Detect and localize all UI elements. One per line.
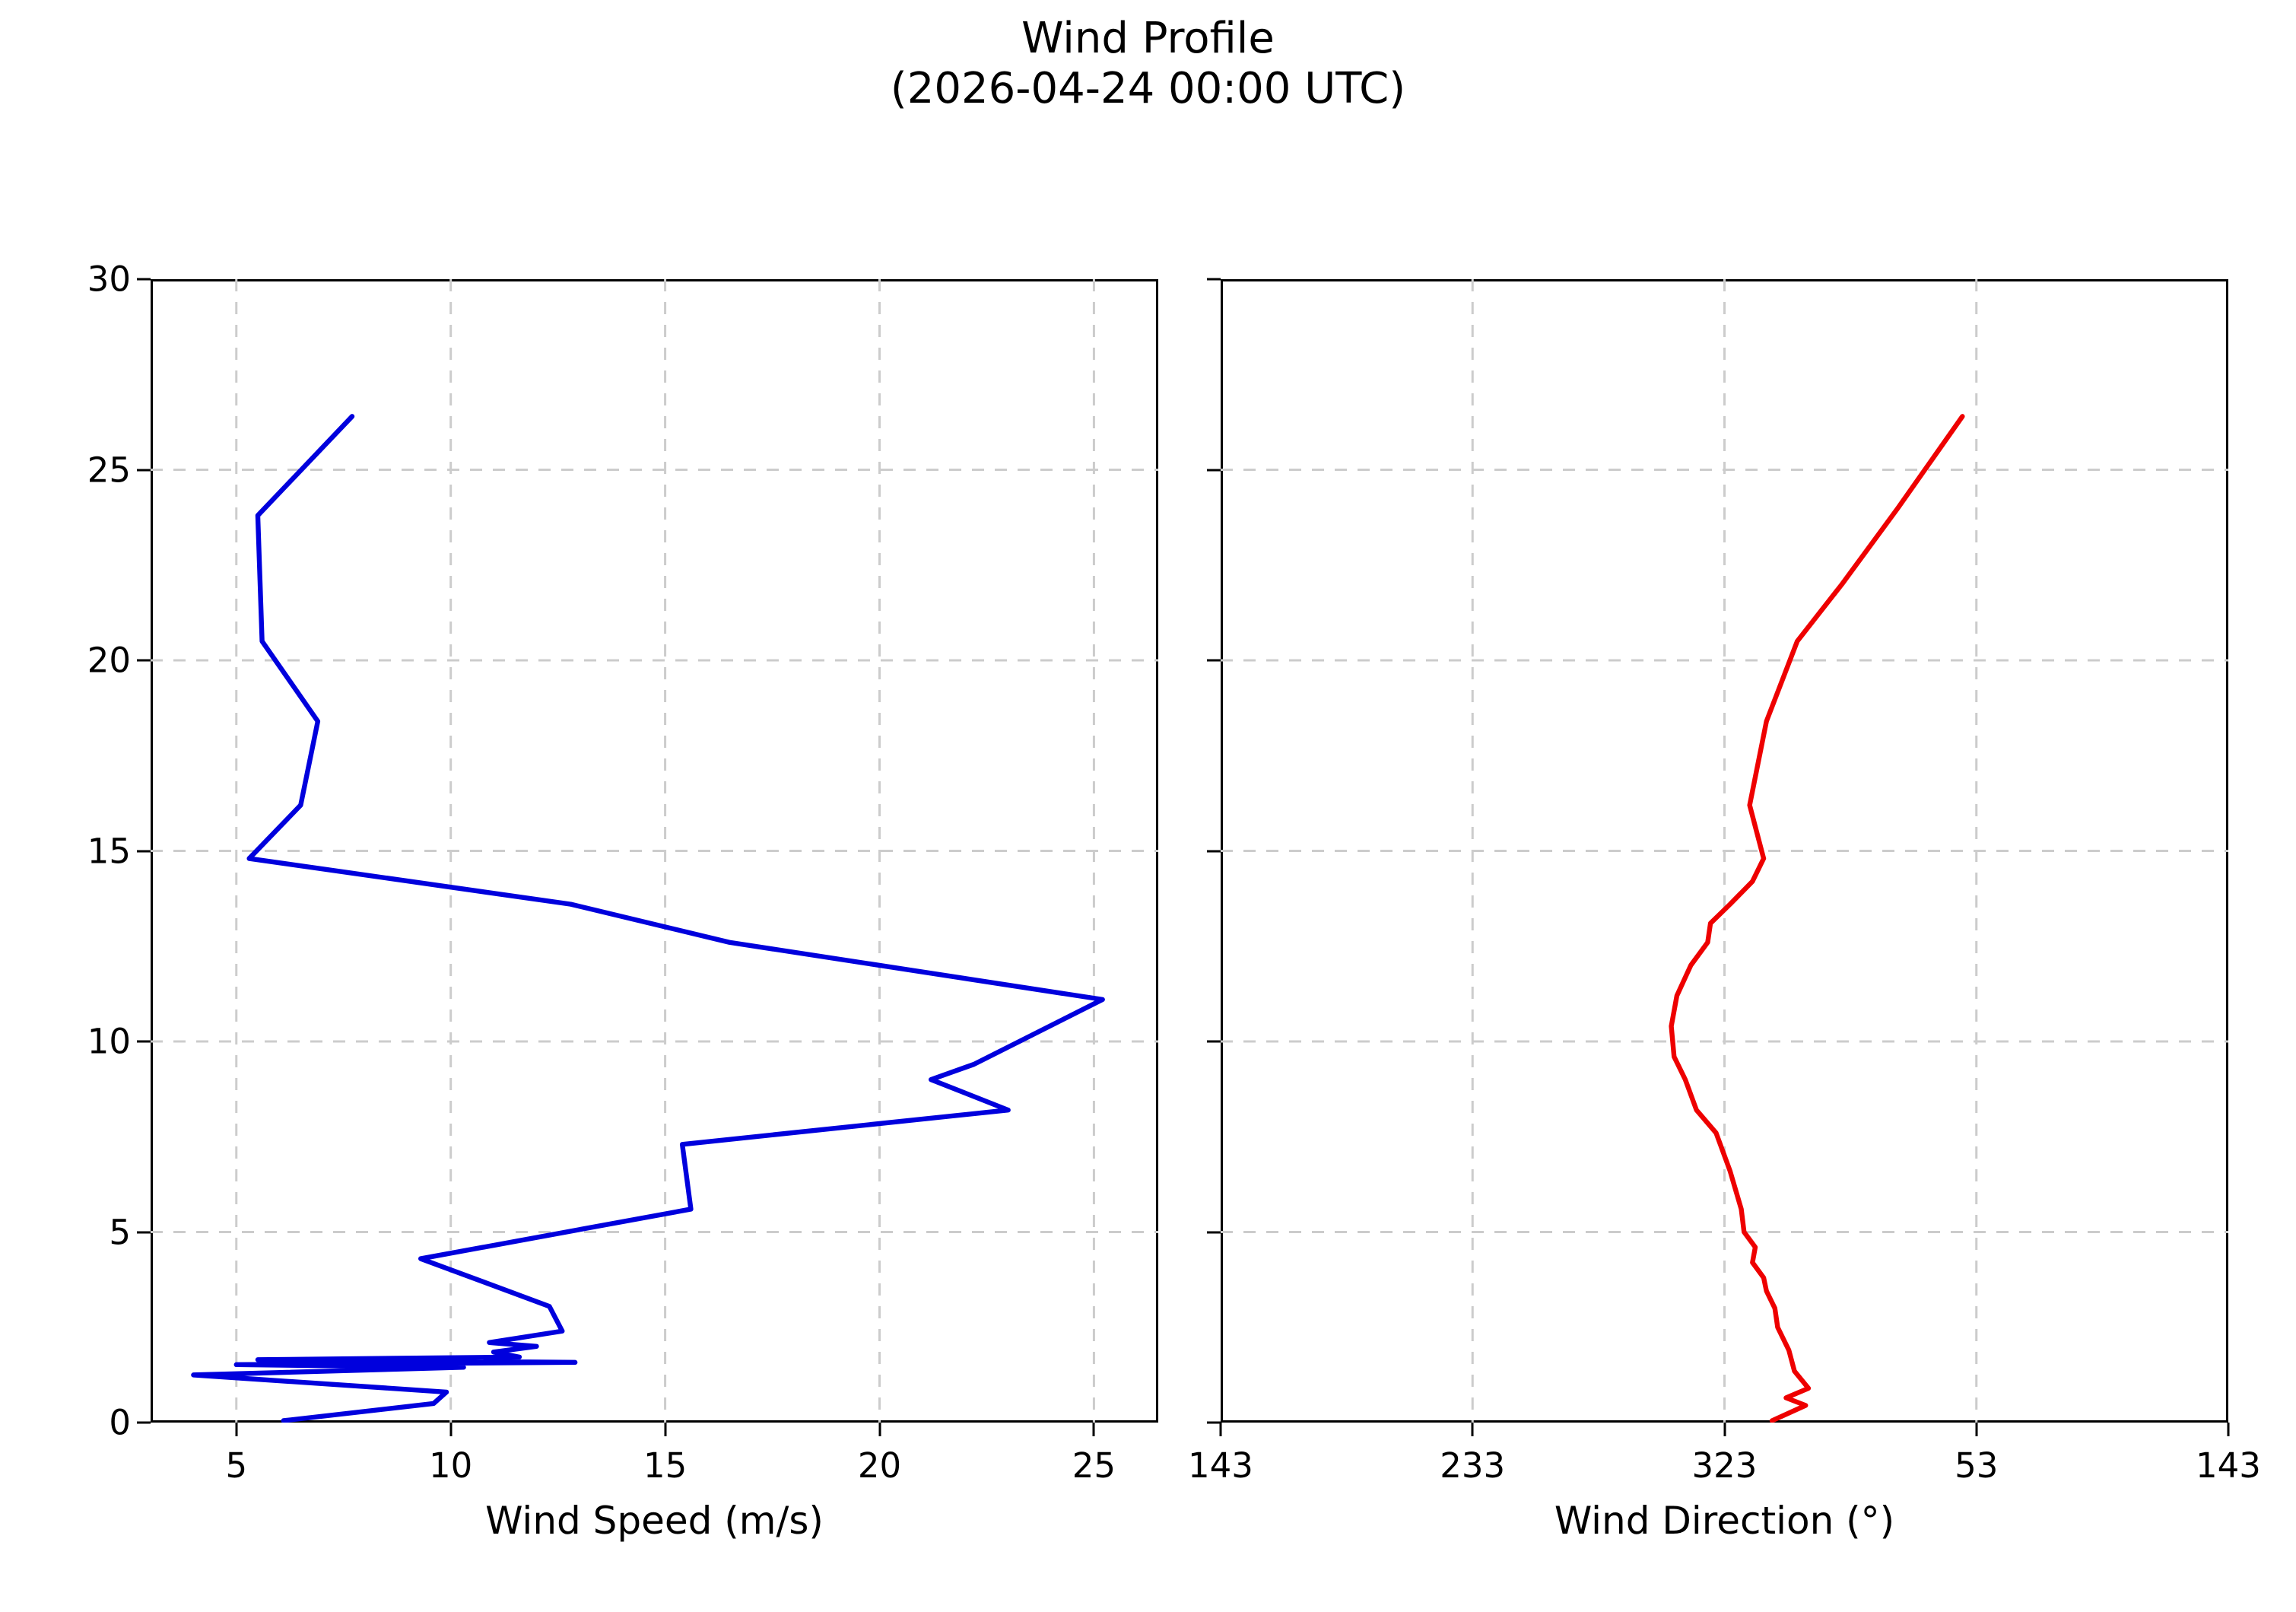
x-tick-label: 143 — [1188, 1445, 1253, 1486]
x-tick-label: 5 — [225, 1445, 248, 1486]
x-tick-label: 143 — [2196, 1445, 2261, 1486]
wind-speed-panel: Height (km) Wind Speed (m/s) 51015202505… — [87, 259, 1158, 1543]
left-x-axis-label: Wind Speed (m/s) — [485, 1499, 824, 1543]
wind-direction-plot-area — [1221, 279, 2228, 1423]
y-tick-mark — [137, 850, 151, 852]
y-tick-label: 10 — [87, 1021, 131, 1062]
y-tick-mark — [137, 1421, 151, 1424]
figure-title: Wind Profile (2026-04-24 00:00 UTC) — [890, 14, 1406, 114]
y-tick-mark — [137, 1231, 151, 1233]
y-tick-label: 5 — [109, 1212, 131, 1252]
y-tick-label: 25 — [87, 450, 131, 490]
y-tick-label: 0 — [109, 1402, 131, 1443]
x-tick-label: 323 — [1691, 1445, 1758, 1486]
y-tick-mark — [137, 278, 151, 281]
x-tick-mark — [2227, 1423, 2230, 1436]
x-tick-mark — [1471, 1423, 1474, 1436]
x-tick-label: 233 — [1440, 1445, 1506, 1486]
y-tick-mark — [1207, 1421, 1221, 1424]
y-tick-mark — [1207, 469, 1221, 471]
x-tick-label: 53 — [1955, 1445, 1999, 1486]
y-tick-mark — [137, 1040, 151, 1043]
y-tick-label: 20 — [87, 640, 131, 681]
y-tick-mark — [137, 659, 151, 662]
x-tick-label: 10 — [429, 1445, 473, 1486]
y-tick-mark — [1207, 850, 1221, 852]
y-tick-label: 30 — [87, 259, 131, 300]
y-tick-mark — [1207, 659, 1221, 662]
x-tick-mark — [664, 1423, 667, 1436]
x-tick-label: 20 — [857, 1445, 902, 1486]
x-tick-mark — [449, 1423, 453, 1436]
x-tick-mark — [1723, 1423, 1726, 1436]
x-tick-mark — [878, 1423, 881, 1436]
y-tick-mark — [137, 469, 151, 471]
x-tick-label: 25 — [1072, 1445, 1116, 1486]
x-tick-mark — [1092, 1423, 1095, 1436]
y-tick-mark — [1207, 1040, 1221, 1043]
right-x-axis-label: Wind Direction (°) — [1554, 1499, 1895, 1543]
y-tick-label: 15 — [87, 831, 131, 871]
wind-direction-line — [1672, 416, 1963, 1420]
x-tick-label: 15 — [643, 1445, 688, 1486]
wind-speed-line — [193, 416, 1102, 1420]
x-tick-mark — [235, 1423, 238, 1436]
y-tick-mark — [1207, 1231, 1221, 1233]
y-tick-mark — [1207, 278, 1221, 281]
x-tick-mark — [1975, 1423, 1978, 1436]
wind-direction-panel: Wind Direction (°) 143 233 323 53 143 — [1188, 278, 2261, 1543]
x-tick-mark — [1219, 1423, 1222, 1436]
wind-speed-plot-area — [151, 279, 1158, 1423]
